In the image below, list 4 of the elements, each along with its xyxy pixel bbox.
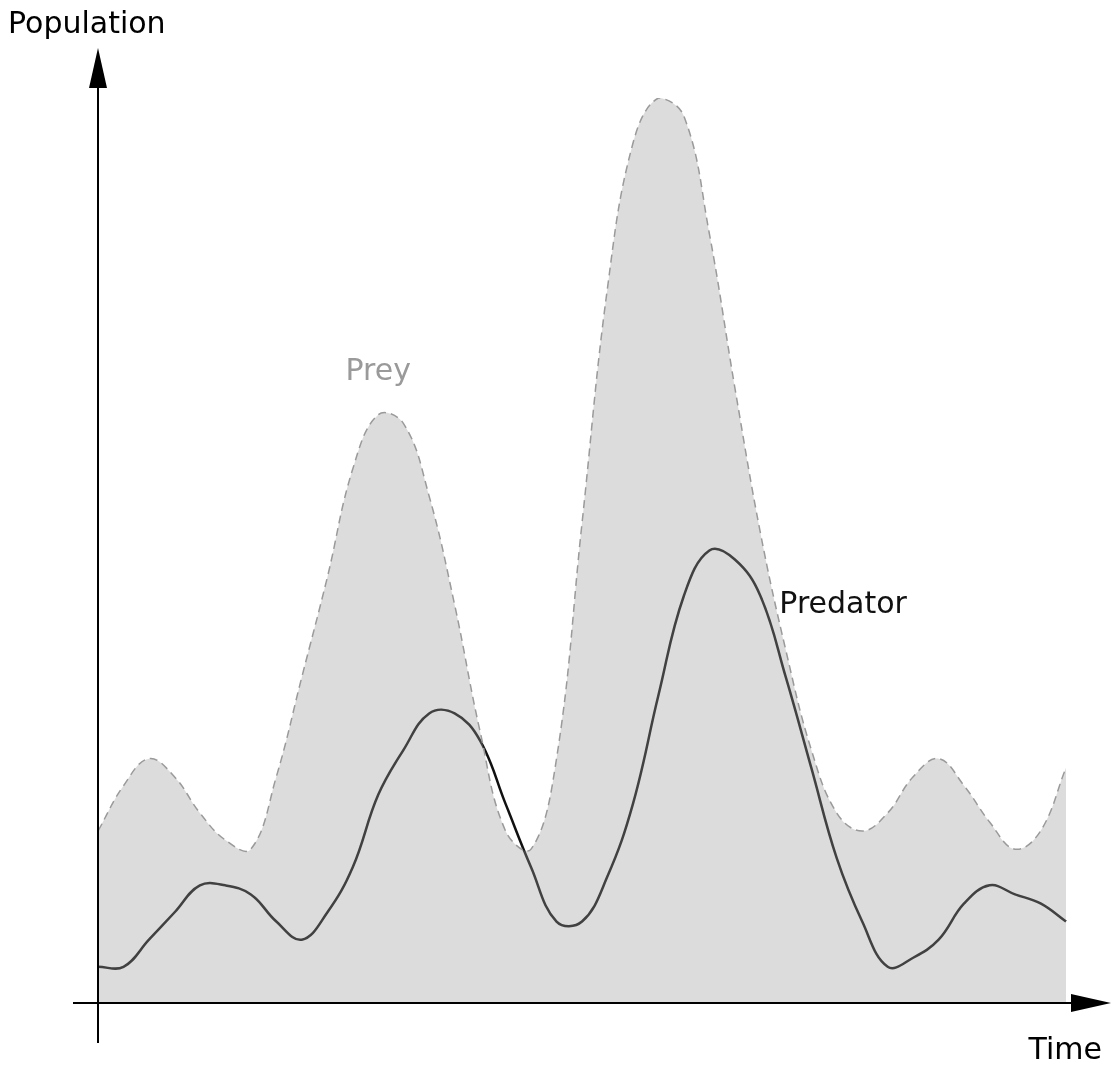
y-axis-title: Population (8, 4, 166, 40)
x-axis-title: Time (1027, 1030, 1102, 1066)
series-label: Prey (345, 352, 411, 388)
series-label: Predator (779, 585, 908, 621)
